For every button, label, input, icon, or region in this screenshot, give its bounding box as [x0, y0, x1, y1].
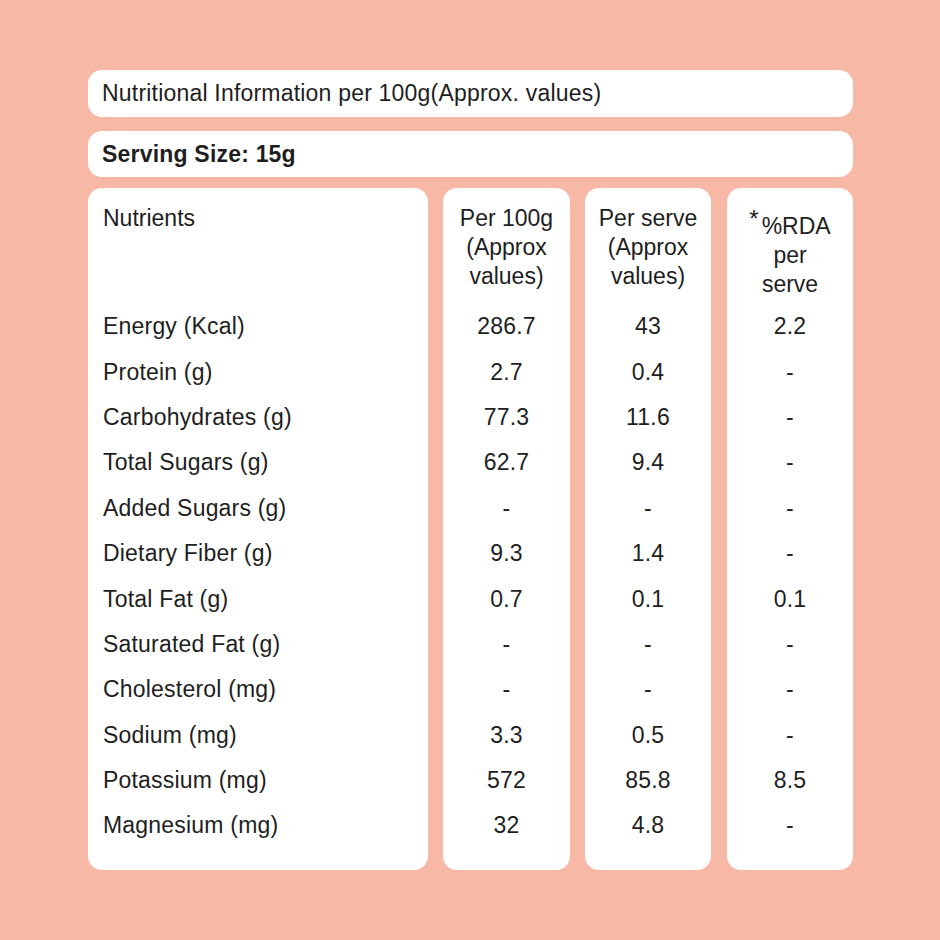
nutrient-label: Saturated Fat (g) [88, 622, 428, 667]
rda-value: - [727, 803, 853, 848]
nutrient-label: Total Fat (g) [88, 576, 428, 621]
per-100g-value: 286.7 [443, 304, 570, 349]
nutrient-label: Energy (Kcal) [88, 304, 428, 349]
column-header-rda: *%RDA per serve [727, 204, 853, 304]
nutrient-label: Potassium (mg) [88, 758, 428, 803]
column-header-nutrients: Nutrients [88, 204, 428, 304]
per-serve-value: - [585, 667, 711, 712]
rda-value: - [727, 713, 853, 758]
asterisk-mark: * [749, 204, 758, 233]
per-serve-value: 0.1 [585, 576, 711, 621]
rda-value: - [727, 531, 853, 576]
per-serve-value: 9.4 [585, 440, 711, 485]
nutrient-label: Carbohydrates (g) [88, 395, 428, 440]
per-100g-value: 3.3 [443, 713, 570, 758]
rda-value: 8.5 [727, 758, 853, 803]
per-serve-value: 0.5 [585, 713, 711, 758]
per-100g-value: 32 [443, 803, 570, 848]
per-serve-value: 11.6 [585, 395, 711, 440]
serving-size-text: Serving Size: 15g [102, 141, 296, 168]
rda-value: - [727, 349, 853, 394]
per-serve-value: 4.8 [585, 803, 711, 848]
per-100g-value: 0.7 [443, 576, 570, 621]
column-header-per-serve: Per serve (Approx values) [585, 204, 711, 304]
rda-value: - [727, 622, 853, 667]
per-serve-value: - [585, 486, 711, 531]
serving-size-bar: Serving Size: 15g [88, 131, 853, 177]
column-per-serve: Per serve (Approx values) 43 0.4 11.6 9.… [585, 188, 711, 870]
per-serve-value: 1.4 [585, 531, 711, 576]
nutrient-label: Magnesium (mg) [88, 803, 428, 848]
per-100g-value: 77.3 [443, 395, 570, 440]
column-per-100g: Per 100g (Approx values) 286.7 2.7 77.3 … [443, 188, 570, 870]
per-serve-value: - [585, 622, 711, 667]
rda-value: 2.2 [727, 304, 853, 349]
rda-value: 0.1 [727, 576, 853, 621]
nutrient-label: Dietary Fiber (g) [88, 531, 428, 576]
per-100g-value: 2.7 [443, 349, 570, 394]
per-100g-value: 572 [443, 758, 570, 803]
rda-value: - [727, 395, 853, 440]
per-100g-value: 62.7 [443, 440, 570, 485]
per-serve-value: 0.4 [585, 349, 711, 394]
column-rda-per-serve: *%RDA per serve 2.2 - - - - - 0.1 - - - … [727, 188, 853, 870]
per-serve-value: 43 [585, 304, 711, 349]
rda-value: - [727, 440, 853, 485]
per-100g-value: - [443, 667, 570, 712]
column-header-per-100g: Per 100g (Approx values) [443, 204, 570, 304]
nutrient-label: Total Sugars (g) [88, 440, 428, 485]
nutrient-label: Cholesterol (mg) [88, 667, 428, 712]
per-100g-value: - [443, 486, 570, 531]
rda-value: - [727, 667, 853, 712]
nutrition-title: Nutritional Information per 100g(Approx.… [102, 80, 601, 107]
per-serve-value: 85.8 [585, 758, 711, 803]
rda-value: - [727, 486, 853, 531]
nutrient-label: Added Sugars (g) [88, 486, 428, 531]
nutrient-label: Protein (g) [88, 349, 428, 394]
column-nutrients: Nutrients Energy (Kcal) Protein (g) Carb… [88, 188, 428, 870]
nutrient-label: Sodium (mg) [88, 713, 428, 758]
per-100g-value: 9.3 [443, 531, 570, 576]
nutrition-title-bar: Nutritional Information per 100g(Approx.… [88, 70, 853, 117]
per-100g-value: - [443, 622, 570, 667]
